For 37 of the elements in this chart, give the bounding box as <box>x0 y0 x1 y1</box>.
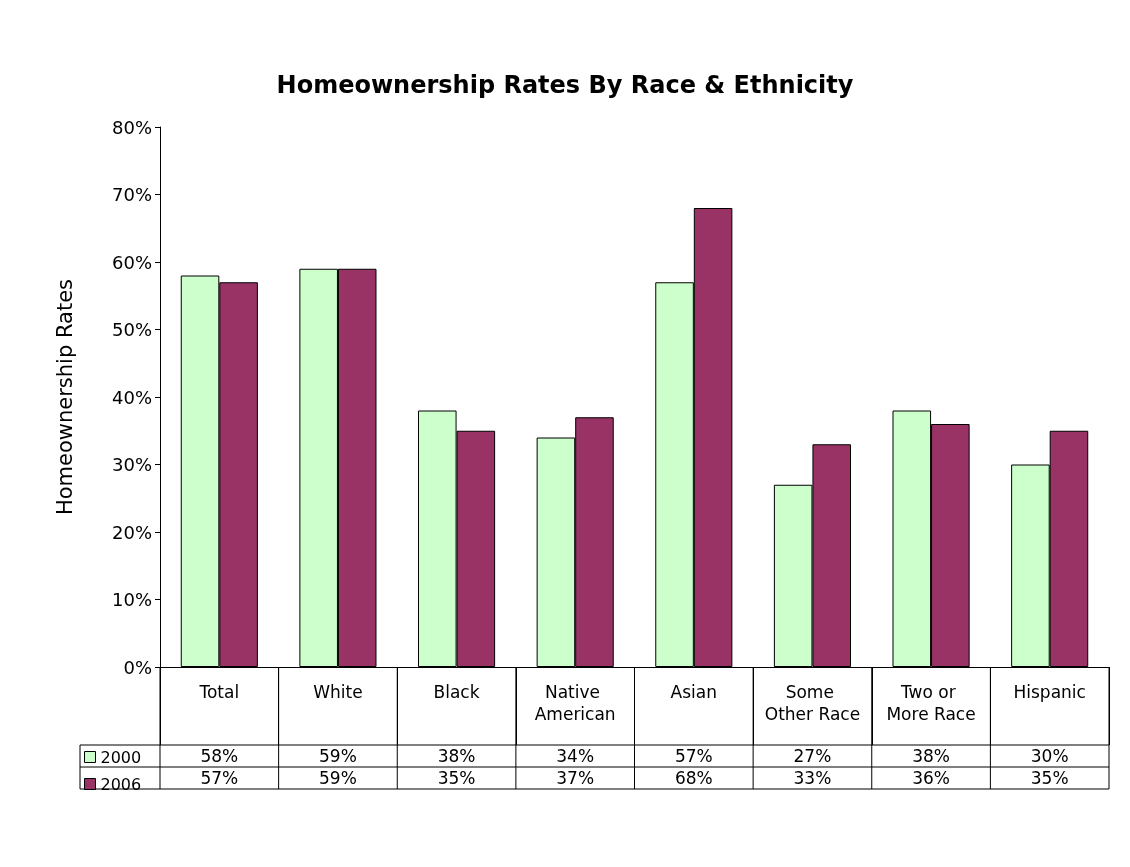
y-tick-label: 80% <box>111 116 152 138</box>
x-tick-label: Some Other Race <box>764 682 861 724</box>
data-label: 38% <box>437 746 476 766</box>
x-tick-label: Total <box>198 682 240 702</box>
data-label: 58% <box>200 746 239 766</box>
x-tick-label: Two or More Race <box>886 682 976 724</box>
y-tick-label: 50% <box>111 319 152 340</box>
data-label: 35% <box>1030 768 1069 788</box>
data-label: 37% <box>556 768 595 788</box>
y-tick-label: 30% <box>111 454 152 475</box>
data-label: 36% <box>912 768 950 788</box>
x-tick-label: Hispanic <box>1013 682 1086 702</box>
data-label: 59% <box>319 768 357 788</box>
x-tick-label: White <box>313 682 363 702</box>
y-tick-label: 20% <box>111 521 152 543</box>
data-label: 68% <box>674 768 713 788</box>
data-label: 57% <box>200 768 239 788</box>
legend-label: 2006 <box>100 774 142 794</box>
y-tick-label: 10% <box>111 589 152 610</box>
y-axis-title: Homeownership Rates <box>52 278 77 516</box>
x-tick-label: Native American <box>534 682 616 724</box>
x-tick-label: Asian <box>670 682 718 702</box>
data-label: 30% <box>1030 746 1069 766</box>
y-tick-label: 70% <box>111 184 152 205</box>
data-label: 59% <box>319 746 357 766</box>
y-tick-label: 0% <box>123 656 152 678</box>
y-tick-label: 60% <box>111 251 152 273</box>
y-tick-label: 40% <box>111 386 152 408</box>
chart-title: Homeownership Rates By Race & Ethnicity <box>276 71 854 99</box>
data-label: 38% <box>912 746 950 766</box>
data-label: 33% <box>793 768 832 788</box>
legend-label: 2000 <box>100 747 142 767</box>
data-label: 27% <box>793 746 832 766</box>
data-label: 34% <box>556 746 595 766</box>
data-label: 57% <box>674 746 713 766</box>
data-label: 35% <box>437 768 476 788</box>
x-tick-label: Black <box>433 682 480 702</box>
